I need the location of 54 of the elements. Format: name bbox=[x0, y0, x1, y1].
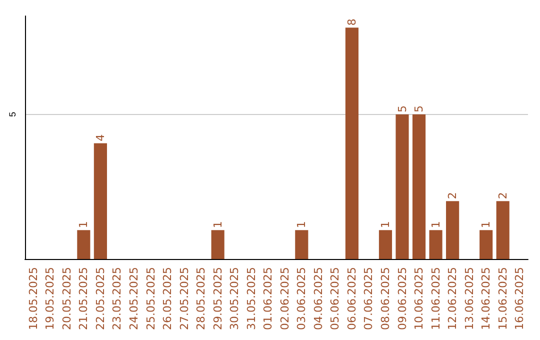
x-tick-label: 28.05.2025 bbox=[194, 267, 208, 330]
bar bbox=[412, 114, 426, 260]
data-label: 2 bbox=[496, 192, 510, 200]
data-label: 5 bbox=[396, 105, 409, 112]
x-tick-label: 25.05.2025 bbox=[144, 267, 158, 330]
x-tick-label: 30.05.2025 bbox=[228, 267, 242, 330]
x-tick-label: 05.06.2025 bbox=[328, 267, 342, 330]
x-tick-label: 15.06.2025 bbox=[496, 267, 510, 330]
bar bbox=[211, 230, 224, 260]
x-tick-label: 21.05.2025 bbox=[77, 267, 90, 330]
bar bbox=[429, 230, 442, 260]
x-tick-label: 10.06.2025 bbox=[412, 267, 426, 330]
bar bbox=[446, 201, 460, 260]
bar bbox=[396, 114, 409, 260]
data-label: 1 bbox=[77, 221, 90, 228]
x-tick-label: 14.06.2025 bbox=[480, 267, 493, 330]
x-tick-label: 13.06.2025 bbox=[462, 267, 476, 330]
x-tick-label: 26.05.2025 bbox=[161, 267, 174, 330]
data-label: 5 bbox=[412, 105, 426, 112]
data-label: 2 bbox=[446, 192, 460, 200]
x-tick-label: 22.05.2025 bbox=[94, 267, 107, 330]
x-tick-label: 23.05.2025 bbox=[110, 267, 124, 330]
data-label: 4 bbox=[94, 134, 107, 142]
x-tick-label: 12.06.2025 bbox=[446, 267, 460, 330]
x-tick-label: 06.06.2025 bbox=[345, 267, 358, 330]
x-tick-label: 31.05.2025 bbox=[244, 267, 258, 330]
x-tick-label: 11.06.2025 bbox=[429, 267, 442, 330]
data-label: 1 bbox=[480, 221, 493, 228]
data-label: 8 bbox=[345, 18, 358, 26]
x-tick-label: 24.05.2025 bbox=[127, 267, 140, 330]
bar bbox=[94, 143, 107, 260]
x-tick-label: 07.06.2025 bbox=[362, 267, 376, 330]
x-tick-label: 19.05.2025 bbox=[44, 267, 57, 330]
x-tick-label: 08.06.2025 bbox=[378, 267, 392, 330]
x-tick-label: 01.06.2025 bbox=[262, 267, 275, 330]
x-tick-label: 03.06.2025 bbox=[295, 267, 308, 330]
bar bbox=[378, 230, 392, 260]
bar bbox=[295, 230, 308, 260]
data-label: 1 bbox=[378, 221, 392, 228]
x-tick-label: 16.06.2025 bbox=[513, 267, 526, 330]
bar bbox=[345, 28, 358, 260]
x-tick-label: 04.06.2025 bbox=[312, 267, 325, 330]
data-label: 1 bbox=[429, 221, 442, 228]
data-label: 1 bbox=[295, 221, 308, 228]
x-tick-label: 09.06.2025 bbox=[396, 267, 409, 330]
bar bbox=[480, 230, 493, 260]
data-label: 1 bbox=[211, 221, 224, 228]
x-tick-label: 29.05.2025 bbox=[211, 267, 224, 330]
bar bbox=[496, 201, 510, 260]
x-tick-label: 02.06.2025 bbox=[278, 267, 292, 330]
x-tick-label: 20.05.2025 bbox=[60, 267, 74, 330]
x-tick-label: 27.05.2025 bbox=[178, 267, 191, 330]
bar bbox=[77, 230, 90, 260]
x-tick-label: 18.05.2025 bbox=[26, 267, 40, 330]
